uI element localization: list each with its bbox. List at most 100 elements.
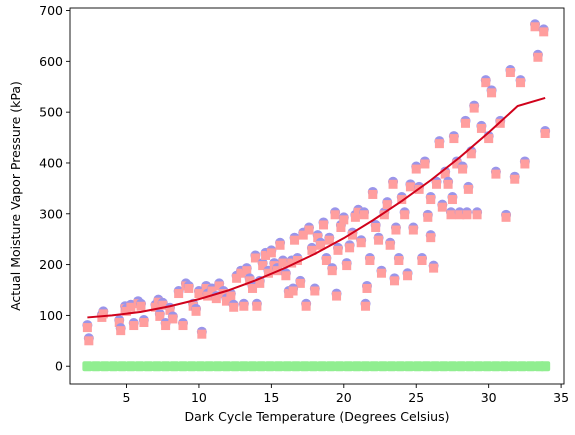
- data-point: [263, 268, 273, 278]
- y-tick-label: 500: [39, 105, 63, 120]
- data-point: [388, 179, 398, 189]
- baseline-point: [351, 361, 362, 372]
- baseline-point: [377, 361, 388, 372]
- data-point: [449, 134, 459, 144]
- data-point: [304, 225, 314, 235]
- data-point: [158, 300, 168, 310]
- data-point: [139, 318, 149, 328]
- baseline-point: [282, 361, 293, 372]
- data-point: [98, 309, 108, 319]
- data-point: [487, 88, 497, 98]
- baseline-point: [343, 361, 354, 372]
- data-point: [330, 210, 340, 220]
- baseline-point: [143, 361, 154, 372]
- data-point: [350, 212, 360, 222]
- baseline-point: [525, 361, 536, 372]
- plot-marks: [82, 19, 551, 372]
- data-point: [221, 296, 231, 306]
- baseline-point: [299, 361, 310, 372]
- data-point: [248, 283, 258, 293]
- baseline-point: [82, 361, 93, 372]
- data-point: [385, 240, 395, 250]
- data-point: [481, 78, 491, 88]
- data-point: [420, 159, 430, 169]
- y-tick-label: 300: [39, 206, 63, 221]
- data-point: [150, 302, 160, 312]
- data-point: [365, 256, 375, 266]
- baseline-point: [508, 361, 519, 372]
- y-axis-ticks: 0 100 200 300 400 500 600 700: [39, 3, 70, 374]
- data-point: [211, 294, 221, 304]
- data-point: [353, 207, 363, 217]
- baseline-point: [247, 361, 258, 372]
- data-point: [368, 189, 378, 199]
- data-point: [239, 301, 249, 311]
- data-point: [426, 233, 436, 243]
- baseline-point: [482, 361, 493, 372]
- data-point: [379, 210, 389, 220]
- baseline-point: [160, 361, 171, 372]
- data-point: [371, 222, 381, 232]
- data-point: [307, 245, 317, 255]
- data-point: [301, 301, 311, 311]
- data-point: [184, 283, 194, 293]
- data-point: [298, 230, 308, 240]
- data-point: [540, 128, 550, 138]
- data-point: [520, 159, 530, 169]
- data-point: [361, 301, 371, 311]
- baseline-point: [195, 361, 206, 372]
- data-point: [168, 314, 178, 324]
- data-point: [201, 283, 211, 293]
- baseline-point: [421, 361, 432, 372]
- data-point: [316, 240, 326, 250]
- data-point: [440, 169, 450, 179]
- baseline-point: [91, 361, 102, 372]
- data-point: [446, 210, 456, 220]
- y-tick-label: 100: [39, 308, 63, 323]
- baseline-point: [369, 361, 380, 372]
- data-point: [319, 220, 329, 230]
- data-point: [484, 134, 494, 144]
- data-point: [443, 179, 453, 189]
- x-tick-label: 10: [191, 390, 207, 405]
- data-point: [266, 248, 276, 258]
- data-point: [460, 118, 470, 128]
- data-point: [295, 278, 305, 288]
- data-point: [356, 238, 366, 248]
- data-point: [136, 301, 146, 311]
- x-tick-label: 15: [263, 390, 279, 405]
- baseline-point: [264, 361, 275, 372]
- data-point: [129, 321, 139, 331]
- data-point: [391, 225, 401, 235]
- baseline-point: [204, 361, 215, 372]
- data-point: [510, 174, 520, 184]
- data-point: [290, 235, 300, 245]
- data-point: [359, 210, 369, 220]
- baseline-point: [360, 361, 371, 372]
- data-point: [258, 261, 268, 271]
- data-point: [336, 222, 346, 232]
- baseline-point: [169, 361, 180, 372]
- baseline-point: [117, 361, 128, 372]
- data-point: [252, 301, 262, 311]
- baseline-point: [516, 361, 527, 372]
- baseline-point: [151, 361, 162, 372]
- data-point: [255, 278, 265, 288]
- data-point: [345, 243, 355, 253]
- baseline-point: [317, 361, 328, 372]
- baseline-point: [238, 361, 249, 372]
- data-point: [472, 210, 482, 220]
- data-point: [408, 225, 418, 235]
- data-point: [400, 210, 410, 220]
- data-point: [462, 210, 472, 220]
- baseline-point: [464, 361, 475, 372]
- baseline-point: [473, 361, 484, 372]
- data-point: [533, 52, 543, 62]
- data-point: [292, 256, 302, 266]
- baseline-point: [256, 361, 267, 372]
- data-point: [491, 169, 501, 179]
- data-point: [194, 289, 204, 299]
- data-point: [214, 281, 224, 291]
- data-point: [250, 253, 260, 263]
- data-point: [197, 329, 207, 339]
